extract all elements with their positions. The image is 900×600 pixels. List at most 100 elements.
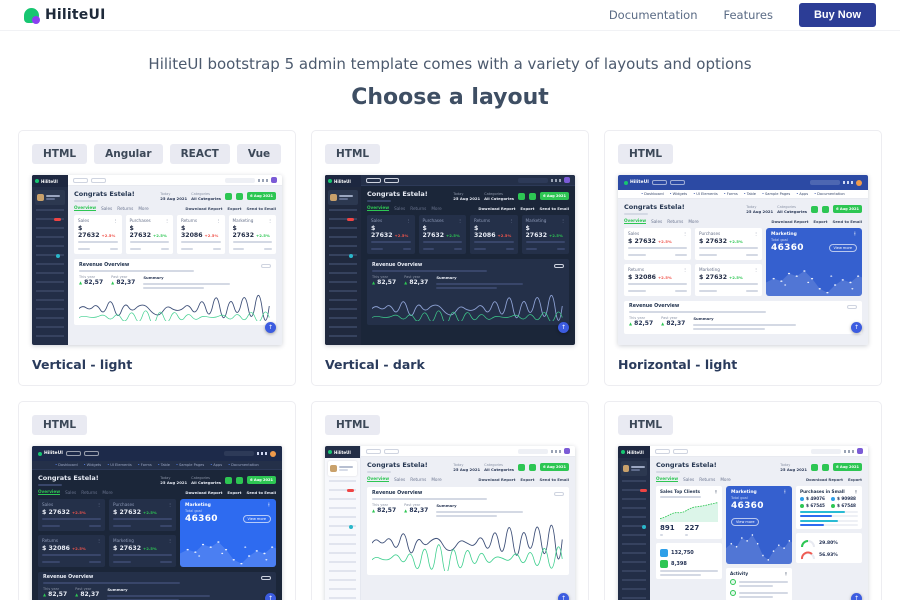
mini-search-input (810, 180, 840, 185)
mini-congrats-title: Congrats Estela! (38, 474, 99, 482)
scroll-top-fab (851, 593, 862, 600)
scroll-top-fab (558, 593, 569, 600)
mini-icon-button (225, 476, 233, 484)
mini-search-input (224, 451, 254, 456)
badge-row: HTML Angular REACT Vue (32, 144, 282, 164)
mini-horizontal-menu: DashboardWidgets UI ElementsForms TableS… (32, 461, 282, 470)
count-badge (349, 254, 353, 258)
card-label: Vertical - light (32, 357, 133, 372)
mini-menu-items (329, 480, 356, 600)
mini-totals-card: 132,750 8,398 (656, 543, 722, 579)
layout-card-vertical-light[interactable]: HTML Angular REACT Vue HiliteUI (18, 130, 296, 386)
mini-search-input (811, 448, 841, 454)
mini-horizontal-menu: DashboardWidgets UI ElementsForms TableS… (618, 190, 868, 199)
brand-name: HiliteUI (45, 7, 106, 23)
mini-topbar-icons (551, 178, 561, 182)
activity-dot-icon (730, 579, 736, 585)
revenue-line-chart (372, 294, 563, 321)
hot-badge (347, 489, 354, 492)
avatar (330, 465, 337, 472)
mini-icon-button (518, 192, 526, 200)
mini-stat-cards: Sales ⋮ $ 27632 +2.5% Purchases ⋮ $ 27632 +2.5… (624, 228, 763, 296)
mini-marketing-panel: Marketing ⋮ Total goal 46360 View more (726, 486, 792, 564)
badge-react: REACT (169, 144, 230, 164)
mini-header-meta: Today 25 Aug 2021 Categories All Categorie… (453, 461, 569, 473)
scroll-top-fab (265, 322, 276, 333)
mini-gauges-card: 29.80% 56.93% (796, 533, 862, 563)
thumbnail-vertical-dark[interactable]: HiliteUI Congrats Estela! (325, 175, 575, 345)
top-navbar: HiliteUI Documentation Features Buy Now (0, 0, 900, 31)
scroll-top-fab (558, 322, 569, 333)
trend-up-icon: ▲ (372, 508, 376, 513)
mini-view-more-button: View more (242, 515, 271, 523)
mini-topbar (361, 175, 575, 186)
mini-icon-button (811, 205, 819, 213)
mini-stat-cards: Sales ⋮ $ 27632 +2.5% Purchases ⋮ $ 27632 +2.5… (74, 215, 276, 254)
count-badge (349, 525, 353, 529)
brand-icon (24, 7, 40, 24)
trend-up-icon: ▲ (404, 508, 408, 513)
mini-date-button: 6 Aug 2021 (833, 205, 862, 213)
mini-congrats-title: Congrats Estela! (74, 190, 135, 198)
badge-html: HTML (618, 415, 674, 435)
layout-card-horizontal-light[interactable]: HTML HiliteUI DashboardWidgets UI Elemen… (604, 130, 882, 386)
layout-card-horizontal-dark[interactable]: HTML HiliteUI DashboardWidgets UI Elemen… (18, 401, 296, 600)
avatar (330, 194, 337, 201)
nav-link-documentation[interactable]: Documentation (608, 8, 698, 22)
badge-html: HTML (32, 415, 88, 435)
mini-sidebar: HiliteUI (32, 175, 68, 345)
thumbnail-horizontal-light[interactable]: HiliteUI DashboardWidgets UI ElementsFor… (618, 175, 868, 345)
mini-brand-icon (328, 450, 332, 454)
mini-sales-clients-card: Sales Top Clients ⋮ 891 227 (656, 486, 722, 539)
mini-topbar: HiliteUI (32, 446, 282, 461)
thumbnail-vertical-light[interactable]: HiliteUI Congrats Estela! (32, 175, 282, 345)
mini-user-card (328, 190, 358, 205)
layout-card-light-menu[interactable]: HTML HiliteUI (311, 401, 589, 600)
mini-search-input (225, 177, 255, 183)
stat-dot-icon (831, 503, 835, 508)
mini-date-button: 6 Aug 2021 (247, 476, 276, 484)
wallet-icon (660, 549, 668, 557)
mini-tabs: Overview Sales Returns More Download Repor… (38, 489, 276, 495)
brand-logo[interactable]: HiliteUI (24, 7, 106, 24)
mini-brand-icon (621, 450, 625, 454)
mini-tabs: Overview Sales Returns More Download Repor… (656, 476, 862, 482)
orders-icon (660, 560, 668, 568)
mini-sidebar: HiliteUI (325, 175, 361, 345)
trend-up-icon: ▲ (372, 280, 376, 285)
revenue-line-chart (79, 294, 270, 321)
badge-html: HTML (618, 144, 674, 164)
avatar (564, 177, 570, 183)
mini-revenue-panel: Revenue Overview This year ▲ 82,57 Past y… (74, 259, 276, 325)
trend-up-icon: ▲ (75, 592, 79, 597)
layout-card-boxed[interactable]: HTML HiliteUI (604, 401, 882, 600)
badge-row: HTML (325, 415, 575, 435)
thumbnail-horizontal-dark[interactable]: HiliteUI DashboardWidgets UI ElementsFor… (32, 446, 282, 600)
mini-topbar (361, 446, 575, 457)
mini-tabs: Overview Sales Returns More Download Repor… (367, 476, 569, 482)
badge-html: HTML (325, 415, 381, 435)
mini-icon-button (811, 463, 819, 471)
mini-topbar-icons (551, 449, 561, 453)
thumbnail-light-menu[interactable]: HiliteUI Congrats Estela! (325, 446, 575, 600)
mini-date-button: 6 Aug 2021 (247, 192, 276, 200)
intro-section: HiliteUI bootstrap 5 admin template come… (0, 31, 900, 110)
mini-brand-icon (38, 451, 42, 456)
avatar (37, 194, 44, 201)
mini-menu-items (329, 209, 357, 341)
mini-date-button: 6 Aug 2021 (540, 463, 569, 471)
mini-marketing-panel: Marketing ⋮ Total goal 46360 View more (180, 499, 276, 567)
thumbnail-boxed-layout[interactable]: HiliteUI Congrats Estela! (618, 446, 868, 600)
mini-topbar-icons (844, 449, 854, 453)
trend-up-icon: ▲ (661, 321, 665, 326)
card-label: Vertical - dark (325, 357, 425, 372)
layout-card-vertical-dark[interactable]: HTML HiliteUI (311, 130, 589, 386)
nav-link-features[interactable]: Features (723, 8, 773, 22)
mini-topbar: HiliteUI (618, 175, 868, 190)
badge-row: HTML (618, 415, 868, 435)
buy-now-button[interactable]: Buy Now (798, 3, 876, 27)
trend-up-icon: ▲ (629, 321, 633, 326)
gauge-chart (801, 551, 815, 560)
badge-row: HTML (325, 144, 575, 164)
mini-icon-button (518, 463, 526, 471)
